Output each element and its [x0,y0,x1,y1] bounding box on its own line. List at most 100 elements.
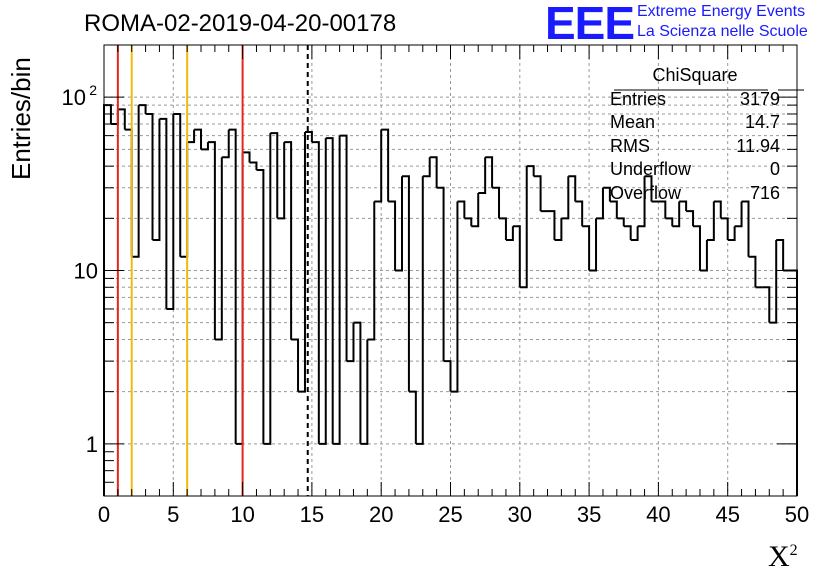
histogram-bin [589,218,598,272]
stats-row-mean: Mean 14.7 [610,111,780,135]
x-tick-label: 50 [785,502,809,527]
stats-row-entries: Entries 3179 [610,88,780,112]
histogram-bin [790,269,798,496]
y-tick-label: 10 [62,85,86,110]
histogram-bin [505,226,514,241]
histogram-bin [277,142,286,220]
histogram-bin [679,200,688,212]
histogram-bin [145,112,154,240]
chart-title: ROMA-02-2019-04-20-00178 [84,10,397,37]
histogram-bin [159,117,168,309]
x-axis-label-sup: 2 [789,542,798,559]
histogram-bin [256,169,265,444]
x-tick-label: 15 [300,502,324,527]
histogram-bin [235,152,244,445]
histogram-bin [401,175,410,392]
logo-line-1: Extreme Energy Events [637,3,806,20]
histogram-bin [201,142,209,151]
histogram-bin [187,129,196,144]
histogram-bin [762,286,771,323]
histogram-bin [561,176,570,220]
x-tick-label: 35 [577,502,601,527]
x-tick-label: 30 [508,502,532,527]
histogram-bin [734,201,743,228]
histogram-bin [117,108,126,130]
y-axis-label: Entries/bin [6,57,36,180]
histogram-bin [304,130,313,143]
histogram-bin [616,217,625,227]
histogram-bin [346,322,355,363]
histogram-bin [194,128,203,150]
histogram-bin [658,200,667,219]
x-tick-label: 5 [167,502,179,527]
histogram-bin [166,113,175,310]
histogram-bin [471,192,480,228]
histogram-bin [284,141,293,340]
stats-value: 0 [769,159,780,179]
stats-label: Mean [610,112,656,132]
stats-label: RMS [610,135,650,156]
histogram-bin [526,165,535,177]
stats-value: 716 [749,182,780,203]
histogram-bin [519,166,528,289]
histogram-bin [748,255,757,288]
stats-value: 11.94 [736,135,780,156]
histogram-bin [263,133,272,445]
x-axis-label-base: X [768,540,790,573]
histogram-bin [360,339,369,445]
stats-title: ChiSquare [652,65,738,85]
histogram-bin [367,201,376,341]
histogram-bin [242,151,251,163]
histogram-bin [769,239,778,324]
histogram-bin [228,128,237,444]
histogram-bin [499,217,507,240]
stats-row-overflow: Overflow 716 [610,182,780,206]
histogram-bin [512,225,521,288]
histogram-bin [547,210,556,240]
histogram-bin [706,201,715,241]
x-tick-label: 20 [369,502,393,527]
histogram-bin [672,201,681,228]
histogram-bin [699,239,708,272]
histogram-bin [374,129,383,203]
eee-logo: EEE [545,0,635,49]
histogram-bin [630,226,639,241]
histogram-bin [720,217,729,240]
histogram-bin [637,176,646,228]
histogram-bin [713,200,722,219]
histogram-bin [214,157,223,341]
histogram-bin [339,134,348,362]
histogram-bin [381,128,390,202]
stats-label: Overflow [610,182,682,203]
histogram-bin [644,175,653,202]
stats-value: 14.7 [744,112,780,132]
histogram-bin [436,186,445,362]
histogram-bin [408,390,417,444]
histogram-bin [388,200,397,271]
histogram-bin [291,338,300,392]
histogram-bin [325,137,334,444]
histogram-bin [298,131,306,393]
histogram-bin [422,157,431,178]
histogram-bin [575,200,584,227]
histogram-bin [138,104,147,114]
histogram-bin [270,132,279,219]
histogram-bin [207,141,216,340]
histogram-bin [173,112,182,257]
histogram-bin [686,210,695,227]
histogram-bin [665,217,674,227]
histogram-bin [693,225,701,271]
histogram-bin [582,225,591,271]
histogram-bin [478,157,487,194]
histogram-bin [602,186,611,202]
histogram-bin [429,156,438,188]
histogram-bin [457,200,466,219]
stats-label: Entries [610,88,667,109]
histogram-bin [318,138,327,445]
x-tick-label: 25 [438,502,462,527]
histogram-bin [103,104,112,496]
stats-label: Underflow [610,159,692,179]
histogram-bin [443,360,452,392]
logo-line-2: La Scienza nelle Scuole [637,23,808,40]
